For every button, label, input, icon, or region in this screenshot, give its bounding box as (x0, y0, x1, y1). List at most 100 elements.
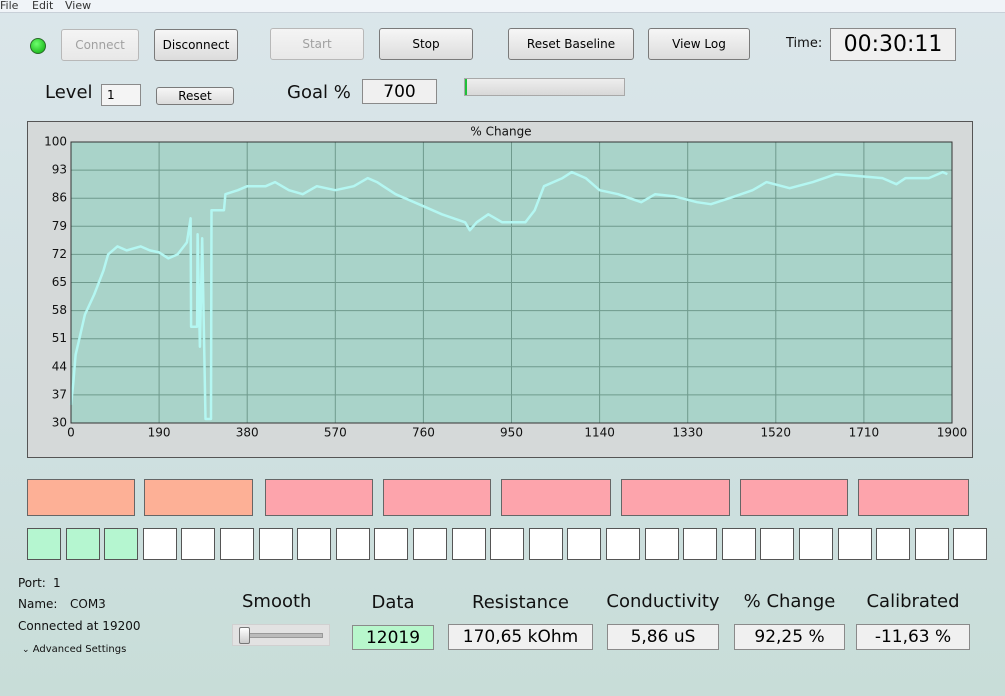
chart: % Change 30 37 44 51 58 65 72 79 86 93 100 0 190 380 5… (27, 121, 973, 458)
y-tick-label: 37 (52, 387, 67, 401)
step-square (567, 528, 602, 560)
smooth-label: Smooth (242, 591, 312, 612)
start-button[interactable]: Start (270, 28, 364, 60)
name-label: Name: (18, 597, 58, 611)
level-block (621, 479, 730, 516)
step-square (335, 528, 370, 560)
resistance-label: Resistance (472, 592, 569, 613)
step-square (799, 528, 833, 560)
step-square (297, 528, 332, 560)
step-square (181, 528, 216, 560)
calibrated-value: -11,63 % (856, 624, 970, 650)
slider-thumb[interactable] (239, 627, 250, 644)
y-tick-label: 100 (44, 135, 67, 149)
step-square (606, 528, 640, 560)
step-square (27, 528, 61, 560)
status-light (30, 38, 46, 54)
menu-item[interactable]: Edit (32, 0, 54, 12)
level-block (858, 479, 969, 516)
step-square (104, 528, 139, 560)
stop-button[interactable]: Stop (379, 28, 473, 60)
name-value: COM3 (70, 597, 106, 611)
x-tick-label: 190 (148, 426, 171, 440)
step-square (953, 528, 988, 560)
step-square (721, 528, 756, 560)
step-square (914, 528, 949, 560)
menu-item[interactable]: File (0, 0, 19, 12)
menu-item[interactable]: View (65, 0, 92, 12)
conductivity-label: Conductivity (606, 591, 720, 612)
resistance-value: 170,65 kOhm (448, 624, 593, 650)
step-square (528, 528, 563, 560)
step-square (413, 528, 447, 560)
step-square (760, 528, 795, 560)
port-value: 1 (53, 576, 61, 590)
progress-fill (465, 79, 467, 95)
calibrated-label: Calibrated (866, 591, 960, 612)
connect-button[interactable]: Connect (61, 29, 139, 61)
progress-bar (464, 78, 625, 96)
y-tick-label: 86 (52, 191, 67, 205)
x-tick-label: 950 (500, 426, 523, 440)
x-tick-label: 760 (412, 426, 435, 440)
goal-label: Goal % (287, 82, 351, 103)
y-tick-label: 30 (52, 416, 67, 430)
step-square (490, 528, 525, 560)
step-square (220, 528, 254, 560)
step-square (683, 528, 718, 560)
x-tick-label: 1710 (849, 426, 880, 440)
y-tick-label: 44 (52, 359, 67, 373)
connection-status: Connected at 19200 (18, 619, 141, 633)
step-square (451, 528, 486, 560)
step-square (258, 528, 293, 560)
step-square (876, 528, 911, 560)
advanced-settings[interactable]: ⌄ Advanced Settings (22, 644, 127, 655)
reset-baseline-button[interactable]: Reset Baseline (508, 28, 634, 60)
x-tick-label: 1520 (761, 426, 792, 440)
x-tick-label: 570 (324, 426, 347, 440)
smooth-slider[interactable] (232, 624, 330, 646)
level-block (265, 479, 373, 516)
x-tick-label: 1330 (672, 426, 703, 440)
level-block (383, 479, 491, 516)
menu-bar: File Edit View (0, 0, 1005, 13)
y-tick-label: 65 (52, 275, 67, 289)
plot-border (70, 141, 953, 424)
y-tick-label: 72 (52, 247, 67, 261)
level-reset-button[interactable]: Reset (156, 87, 234, 105)
level-block (740, 479, 848, 516)
step-square (142, 528, 177, 560)
level-block (144, 479, 253, 516)
level-block (501, 479, 611, 516)
level-block (27, 479, 135, 516)
data-line (69, 170, 948, 421)
chart-title: % Change (470, 125, 531, 139)
advanced-settings-text: Advanced Settings (32, 644, 127, 655)
y-tick-label: 51 (52, 331, 67, 345)
step-square (374, 528, 409, 560)
view-log-button[interactable]: View Log (648, 28, 750, 60)
x-tick-label: 380 (236, 426, 259, 440)
y-tick-label: 79 (52, 219, 67, 233)
level-input[interactable]: 1 (101, 84, 141, 106)
slider-track (239, 633, 323, 638)
disconnect-button[interactable]: Disconnect (154, 29, 238, 61)
data-value: 12019 (352, 625, 434, 650)
y-tick-label: 93 (52, 163, 67, 177)
time-display: 00:30:11 (830, 28, 956, 61)
conductivity-value: 5,86 uS (607, 624, 719, 650)
step-square (644, 528, 679, 560)
step-square (65, 528, 100, 560)
x-tick-label: 1900 (937, 426, 968, 440)
port-label: Port: (18, 576, 46, 590)
x-tick-label: 1140 (584, 426, 615, 440)
data-label: Data (371, 592, 415, 613)
level-label: Level (45, 82, 93, 103)
y-tick-label: 58 (52, 303, 67, 317)
step-square (837, 528, 872, 560)
goal-input[interactable]: 700 (362, 79, 437, 104)
change-label: % Change (743, 591, 836, 612)
time-label: Time: (786, 36, 823, 51)
change-value: 92,25 % (734, 624, 845, 650)
